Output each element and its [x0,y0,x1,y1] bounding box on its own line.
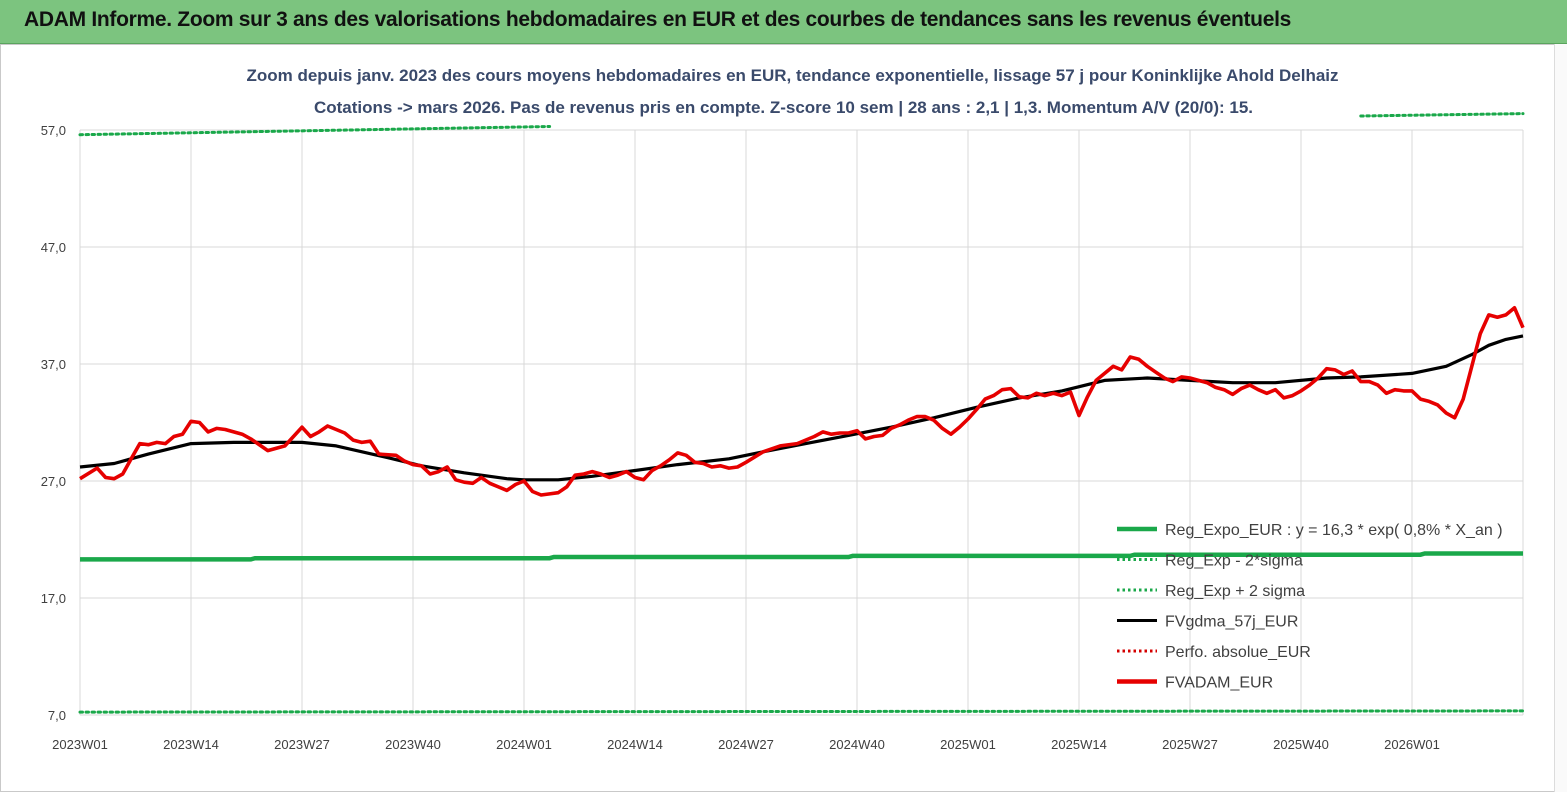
chart-title: Zoom depuis janv. 2023 des cours moyens … [246,66,1339,85]
report-title: ADAM Informe. Zoom sur 3 ans des valoris… [24,8,1291,31]
chart-frame [0,44,1567,792]
chart-subtitle: Cotations -> mars 2026. Pas de revenus p… [313,98,1254,117]
report-banner: ADAM Informe. Zoom sur 3 ans des valoris… [0,0,1567,44]
vertical-scrollbar[interactable] [1554,44,1567,792]
